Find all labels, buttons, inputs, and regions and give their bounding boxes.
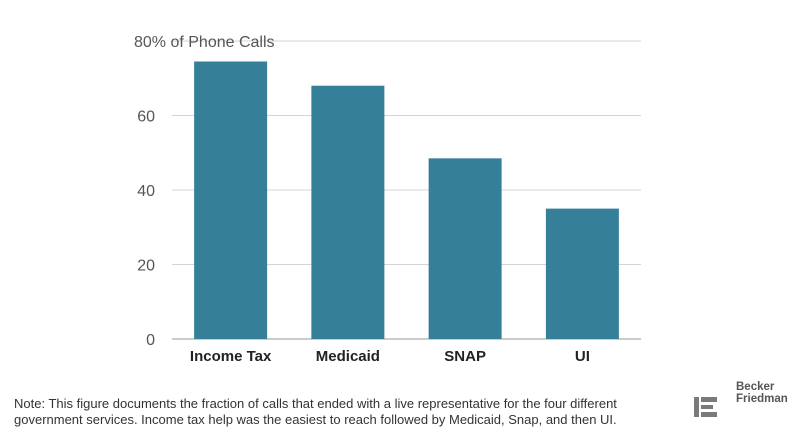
- x-axis-categories: Income Tax Medicaid SNAP UI: [190, 348, 590, 365]
- y-tick-label: 20: [137, 258, 155, 275]
- becker-friedman-logo: Becker Friedman: [692, 381, 800, 419]
- logo-line-1: Becker: [736, 381, 775, 393]
- logo-line-2: Friedman: [736, 393, 788, 405]
- x-category-label: SNAP: [444, 348, 486, 365]
- x-category-label: Medicaid: [316, 348, 380, 365]
- y-tick-label: 40: [137, 183, 155, 200]
- y-axis-ticks: 0 20 40 60 80% of Phone Calls: [134, 34, 275, 349]
- bar-income-tax: [194, 61, 268, 340]
- bar-ui: [545, 208, 619, 339]
- y-tick-label: 0: [146, 332, 155, 349]
- x-category-label: Income Tax: [190, 348, 272, 365]
- bfi-logo-icon: [694, 397, 717, 417]
- chart-note: Note: This figure documents the fraction…: [14, 396, 617, 427]
- y-tick-label: 60: [137, 109, 155, 126]
- bar-snap: [428, 158, 502, 339]
- x-category-label: UI: [575, 348, 590, 365]
- y-tick-label: 80% of Phone Calls: [134, 34, 275, 51]
- bar-chart: 0 20 40 60 80% of Phone Calls Income Tax Medi…: [134, 34, 641, 365]
- bars: [194, 61, 619, 340]
- bar-medicaid: [311, 85, 385, 339]
